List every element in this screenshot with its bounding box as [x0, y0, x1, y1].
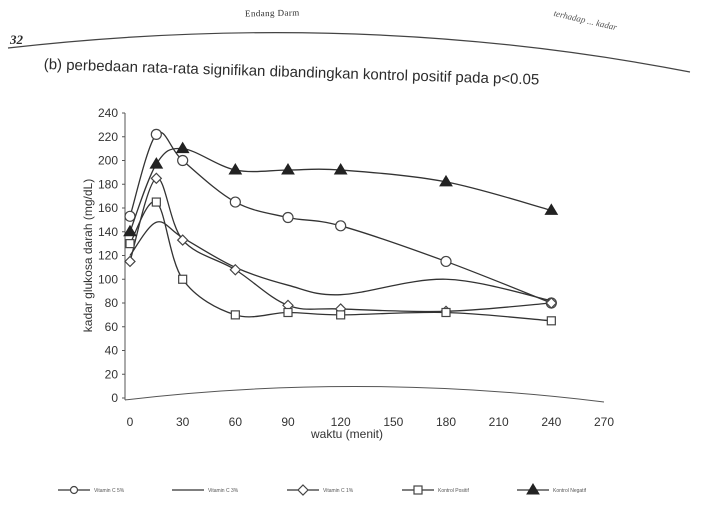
y-tick-label: 120: [98, 249, 118, 263]
data-point-vitamin-c-1: [229, 263, 242, 276]
data-point-kontrol-negatif: [149, 157, 164, 169]
y-tick-label: 200: [98, 154, 118, 168]
data-point-kontrol-negatif: [123, 224, 137, 237]
y-tick-label: 0: [111, 391, 118, 405]
y-tick-label: 160: [98, 201, 118, 215]
x-tick-label: 90: [281, 415, 295, 429]
legend-marker-vitamin-c-1: [297, 484, 309, 496]
data-point-vitamin-c-1: [176, 234, 189, 246]
x-tick-label: 240: [541, 415, 561, 429]
x-tick-label: 180: [436, 415, 456, 429]
data-point-kontrol-positif: [125, 239, 135, 249]
x-tick-label: 270: [594, 415, 614, 429]
legend-label-vitamin-c-3: Vitamin C 3%: [208, 488, 239, 494]
legend-label-kontrol-positif: Kontrol Positif: [438, 488, 469, 494]
data-point-vitamin-c-5: [282, 211, 294, 224]
data-point-vitamin-c-1: [150, 172, 163, 185]
series-line-kontrol-positif: [129, 201, 552, 322]
data-point-kontrol-negatif: [544, 203, 559, 215]
data-point-kontrol-negatif: [333, 163, 348, 175]
data-point-vitamin-c-5: [335, 220, 347, 232]
data-point-vitamin-c-1: [545, 297, 558, 309]
data-point-vitamin-c-5: [124, 210, 136, 222]
data-point-kontrol-positif: [151, 197, 161, 207]
data-point-vitamin-c-5: [440, 255, 452, 268]
y-tick-label: 140: [98, 225, 118, 239]
y-tick-label: 80: [105, 296, 119, 310]
y-tick-label: 180: [98, 177, 118, 191]
x-tick-label: 120: [331, 415, 351, 429]
data-point-vitamin-c-5: [229, 196, 241, 208]
y-tick-label: 60: [105, 320, 119, 334]
y-tick-label: 20: [105, 367, 119, 381]
x-tick-label: 210: [489, 415, 509, 429]
data-point-vitamin-c-5: [150, 128, 162, 140]
y-tick-label: 100: [98, 272, 118, 286]
page-number: 32: [10, 32, 23, 47]
header-rule-line: [7, 32, 691, 73]
data-point-kontrol-positif: [230, 310, 240, 320]
data-point-vitamin-c-5: [177, 154, 189, 167]
data-point-kontrol-positif: [178, 274, 188, 284]
legend-label-kontrol-negatif: Kontrol Negatif: [553, 488, 587, 494]
x-axis-title: waktu (menit): [310, 427, 383, 441]
data-point-kontrol-negatif: [228, 163, 243, 175]
x-tick-label: 0: [127, 415, 134, 429]
series-line-vitamin-c-3: [129, 221, 552, 302]
legend-label-vitamin-c-1: Vitamin C 1%: [323, 488, 354, 494]
series-line-kontrol-negatif: [129, 147, 552, 232]
y-axis-title: kadar glukosa darah (mg/dL): [81, 179, 95, 332]
x-axis-line: [124, 386, 605, 403]
data-point-kontrol-positif: [546, 316, 556, 326]
header-rule: [7, 32, 691, 73]
legend-marker-kontrol-positif: [413, 485, 423, 495]
x-tick-label: 150: [383, 415, 403, 429]
data-point-kontrol-positif: [336, 310, 346, 320]
x-tick-label: 60: [229, 415, 243, 429]
data-point-vitamin-c-1: [124, 255, 136, 268]
y-tick-label: 40: [105, 344, 119, 358]
legend-marker-vitamin-c-5: [69, 485, 79, 495]
legend-label-vitamin-c-5: Vitamin C 5%: [94, 488, 125, 494]
series-line-vitamin-c-5: [129, 131, 552, 304]
legend-marker-kontrol-negatif: [526, 483, 540, 495]
data-point-kontrol-positif: [441, 307, 451, 318]
data-point-kontrol-negatif: [175, 141, 190, 154]
x-tick-label: 30: [176, 415, 190, 429]
data-point-kontrol-negatif: [281, 163, 295, 175]
data-point-kontrol-negatif: [439, 174, 453, 187]
y-tick-label: 220: [98, 130, 118, 144]
data-point-kontrol-positif: [283, 307, 293, 318]
y-tick-label: 240: [98, 106, 118, 120]
